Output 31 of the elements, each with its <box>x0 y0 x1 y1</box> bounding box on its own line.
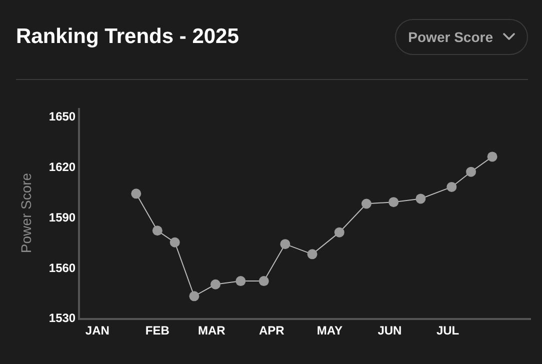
text: Power Score <box>408 29 493 45</box>
y-tick-label: 1650 <box>48 110 76 124</box>
point <box>361 198 372 209</box>
x-tick-label: JUL <box>436 323 460 338</box>
x-tick-label: MAR <box>198 323 226 338</box>
x-tick-label: APR <box>258 323 285 338</box>
x-tick-label: JAN <box>85 323 110 338</box>
point <box>170 237 180 248</box>
x-tick-label: MAY <box>316 323 342 338</box>
y-tick-label: 1530 <box>48 311 76 326</box>
point <box>388 197 399 208</box>
x-tick-label: JUN <box>378 323 402 338</box>
point <box>152 226 162 236</box>
point <box>334 227 344 238</box>
point <box>416 194 426 204</box>
y-tick-label: 1560 <box>48 260 76 275</box>
point <box>236 276 246 286</box>
x-tick-label: FEB <box>145 323 170 338</box>
point <box>258 276 269 286</box>
y-axis-title: Power Score <box>18 172 34 254</box>
point <box>189 291 200 302</box>
point <box>280 239 290 250</box>
point <box>131 188 142 199</box>
point <box>446 182 457 192</box>
point <box>307 249 318 260</box>
chart-title: Ranking Trends - 2025 <box>16 25 239 49</box>
point <box>466 166 476 177</box>
point <box>210 279 220 290</box>
y-tick-label: 1590 <box>48 210 76 224</box>
point <box>487 152 498 162</box>
y-tick-label: 1620 <box>48 160 76 174</box>
